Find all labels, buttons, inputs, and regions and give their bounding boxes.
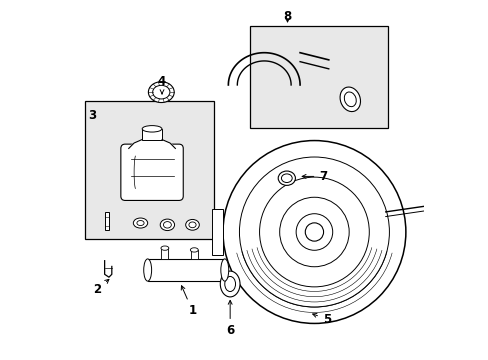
Text: 3: 3 [88, 109, 96, 122]
Circle shape [305, 223, 323, 241]
Ellipse shape [344, 92, 356, 107]
Ellipse shape [137, 221, 144, 226]
Ellipse shape [161, 246, 168, 250]
Ellipse shape [142, 126, 162, 132]
Ellipse shape [221, 259, 228, 281]
Bar [147, 259, 224, 281]
Text: 8: 8 [283, 10, 291, 23]
FancyBboxPatch shape [121, 144, 183, 201]
Bar [142, 129, 162, 140]
Text: 4: 4 [158, 75, 166, 94]
Text: 2: 2 [93, 279, 109, 296]
Circle shape [223, 140, 405, 323]
Ellipse shape [224, 276, 235, 292]
Ellipse shape [188, 222, 196, 228]
Ellipse shape [190, 248, 198, 252]
Text: 1: 1 [181, 286, 196, 318]
Ellipse shape [143, 259, 151, 281]
Bar [212, 209, 223, 255]
Ellipse shape [278, 171, 295, 185]
Ellipse shape [133, 218, 147, 228]
Bar [85, 101, 214, 239]
Text: 5: 5 [312, 312, 330, 326]
Ellipse shape [160, 219, 174, 230]
Bar [104, 212, 109, 230]
Ellipse shape [163, 222, 171, 228]
Ellipse shape [281, 174, 292, 183]
Ellipse shape [185, 220, 199, 230]
Bar [190, 250, 198, 259]
Ellipse shape [152, 85, 169, 99]
Bar [249, 26, 387, 128]
Ellipse shape [220, 271, 240, 297]
Ellipse shape [148, 82, 174, 103]
Text: 6: 6 [225, 300, 234, 337]
Circle shape [469, 195, 477, 202]
Polygon shape [128, 140, 175, 148]
Text: 7: 7 [302, 170, 327, 183]
Ellipse shape [339, 87, 360, 112]
Bar [161, 248, 168, 259]
